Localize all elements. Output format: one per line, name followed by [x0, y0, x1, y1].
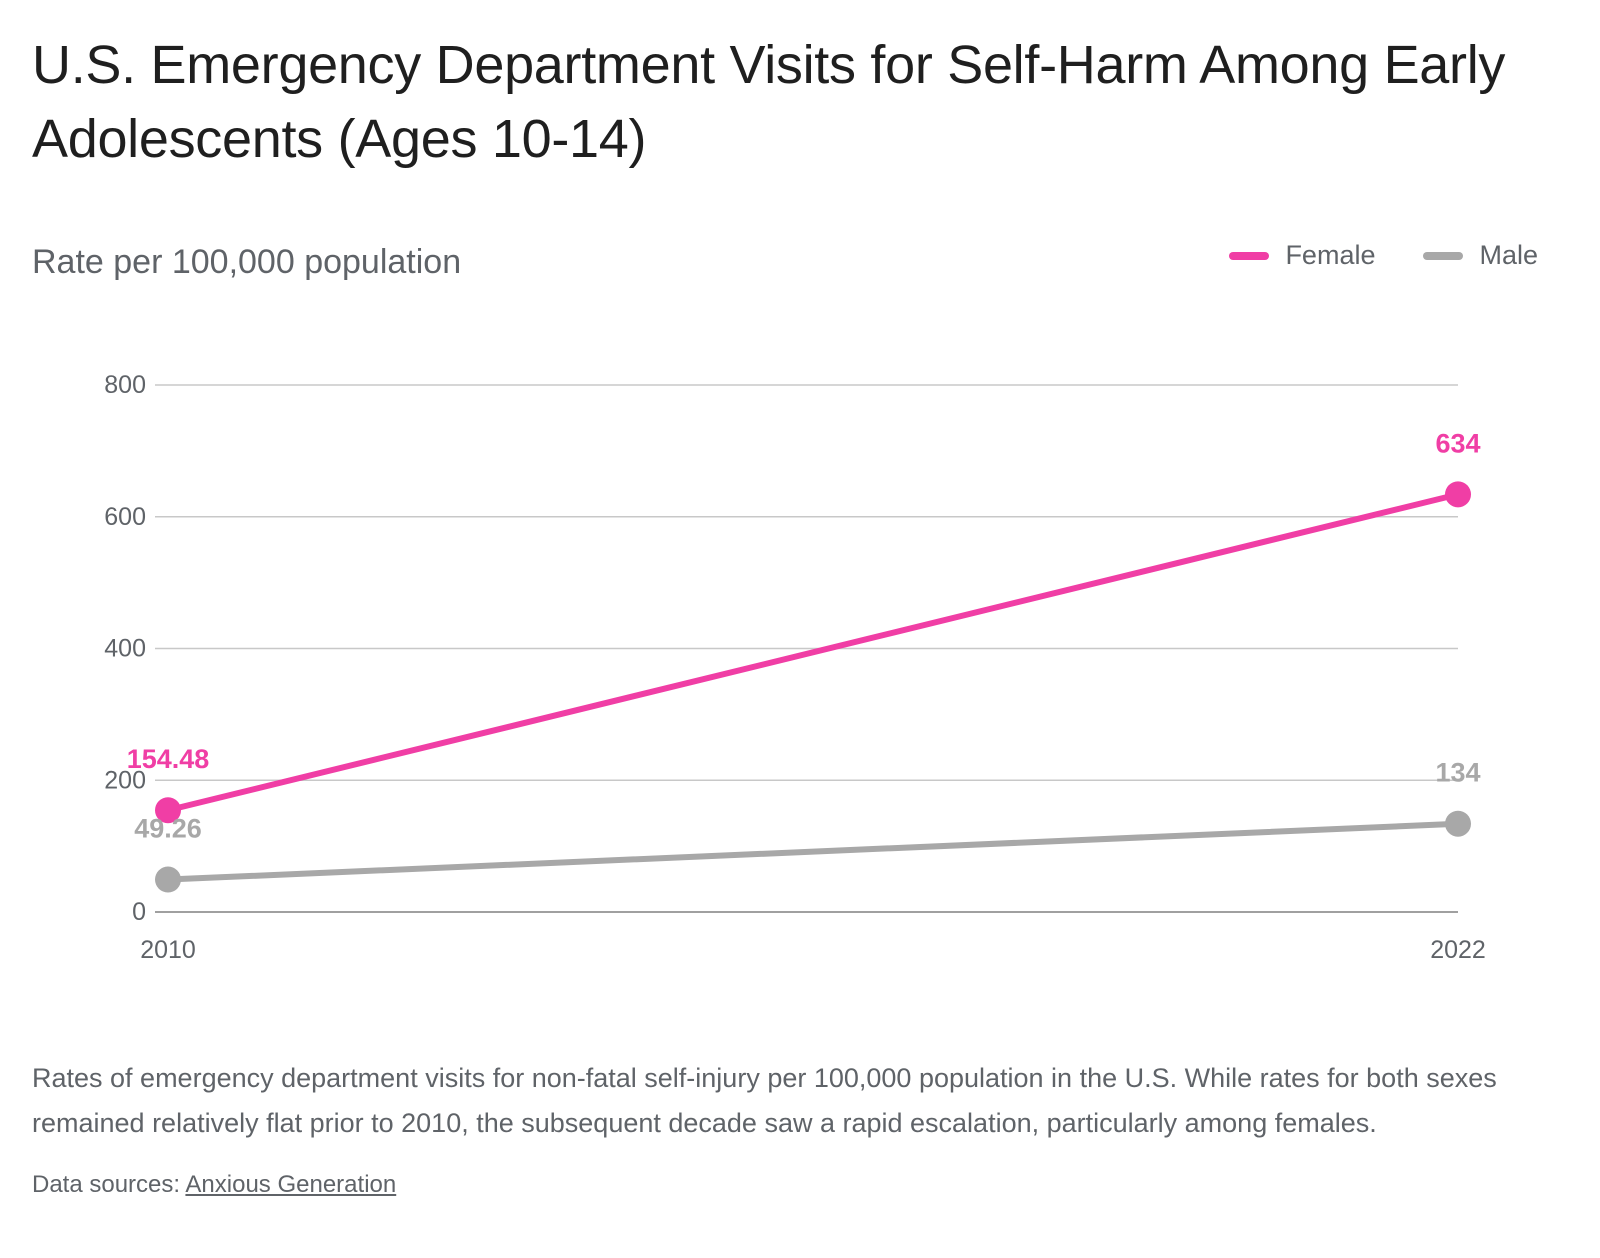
x-tick-label-2010: 2010	[140, 936, 196, 964]
data-point-male-2022	[1445, 810, 1471, 837]
data-label-female-2022: 634	[1435, 428, 1480, 458]
chart-subtitle: Rate per 100,000 population	[32, 243, 462, 281]
y-tick-label-800: 800	[104, 371, 146, 399]
data-label-male-2010: 49.26	[134, 814, 202, 844]
y-tick-label-600: 600	[104, 503, 146, 531]
data-source-link[interactable]: Anxious Generation	[185, 1171, 397, 1198]
legend-label-male: Male	[1479, 240, 1538, 270]
chart-title: U.S. Emergency Department Visits for Sel…	[32, 35, 1506, 169]
y-tick-label-200: 200	[104, 766, 146, 794]
y-tick-label-0: 0	[132, 898, 146, 926]
line-chart: 0 200 400 600 800 2010 2022 154.48 634 49.26 134	[104, 371, 1486, 964]
legend-item-female: Female	[1229, 240, 1375, 271]
legend-swatch-male	[1423, 251, 1464, 260]
legend-label-female: Female	[1285, 240, 1376, 270]
data-point-female-2022	[1445, 481, 1471, 508]
data-source-prefix: Data sources:	[32, 1171, 186, 1198]
y-tick-label-400: 400	[104, 635, 146, 663]
series-line-male	[165, 820, 1461, 883]
legend-swatch-female	[1229, 251, 1270, 260]
series-line-female	[165, 491, 1461, 814]
data-label-female-2010: 154.48	[127, 744, 210, 774]
data-point-female-2010	[155, 797, 181, 824]
legend-item-male: Male	[1423, 240, 1538, 271]
data-source: Data sources: Anxious Generation	[32, 1168, 396, 1202]
data-point-male-2010	[155, 866, 181, 893]
x-tick-label-2022: 2022	[1430, 936, 1486, 964]
legend: Female Male	[1229, 240, 1538, 271]
chart-description: Rates of emergency department visits for…	[32, 1063, 1497, 1138]
data-label-male-2022: 134	[1435, 758, 1480, 788]
